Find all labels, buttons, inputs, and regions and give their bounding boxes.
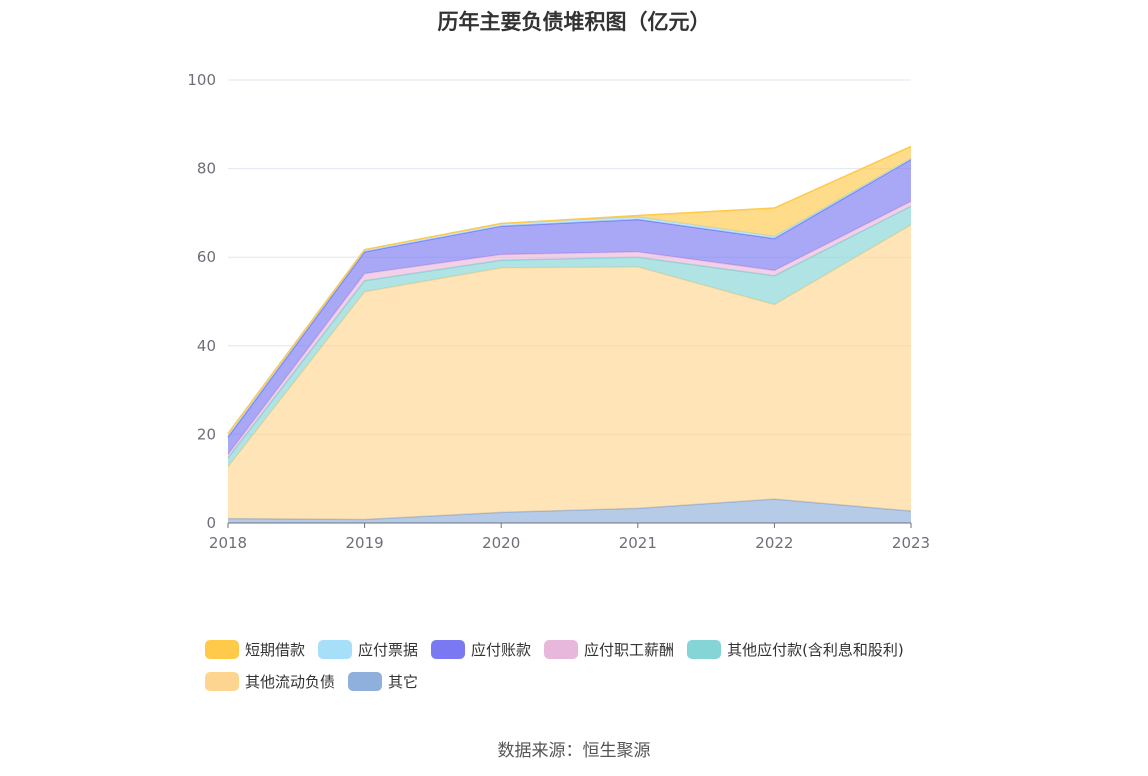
legend-swatch	[544, 639, 579, 659]
legend-swatch	[348, 671, 383, 691]
legend-swatch	[687, 639, 722, 659]
legend-label: 应付票据	[358, 640, 419, 659]
y-tick-label: 40	[197, 337, 216, 355]
legend-swatch	[205, 639, 239, 659]
chart-title: 历年主要负债堆积图（亿元）	[437, 10, 711, 34]
stacked-area-chart: 0 20 40 60 80 100 2018 2019 2020 2021 2022 2023	[187, 71, 930, 552]
x-tick-label: 2018	[209, 534, 247, 552]
area-line-6	[227, 145, 912, 434]
source-note: 数据来源：恒生聚源	[497, 741, 651, 761]
legend-item[interactable]: 短期借款	[205, 638, 305, 660]
x-tick-label: 2020	[482, 534, 520, 552]
x-tick-label: 2021	[619, 534, 657, 552]
legend-swatch	[205, 671, 239, 691]
legend-label: 应付账款	[471, 640, 532, 659]
legend-item[interactable]: 其它	[348, 670, 418, 692]
axis-layer: 0 20 40 60 80 100 2018 2019 2020 2021 2022 2023	[187, 71, 930, 552]
legend-item[interactable]: 应付职工薪酬	[544, 638, 674, 660]
x-tick-label: 2023	[892, 534, 930, 552]
legend-item[interactable]: 应付票据	[318, 638, 418, 660]
y-tick-label: 100	[187, 71, 216, 89]
legend-item[interactable]: 应付账款	[431, 638, 531, 660]
y-tick-label: 80	[197, 160, 216, 178]
area-series-6	[228, 146, 911, 434]
legend-swatch	[431, 639, 466, 659]
area-series-1	[228, 224, 911, 520]
legend-label: 短期借款	[245, 640, 306, 659]
legend-label: 应付职工薪酬	[584, 640, 675, 659]
legend-item[interactable]: 其他流动负债	[205, 670, 335, 692]
area-line-3	[227, 200, 912, 455]
legend-label: 其它	[388, 672, 419, 691]
legend-label: 其他流动负债	[245, 672, 336, 691]
y-tick-label: 0	[206, 514, 216, 532]
legend: 短期借款 应付票据 应付账款 应付职工薪酬 其他应付款(含利息和股利) 其他流动负债 其它	[205, 638, 965, 692]
legend-label: 其他应付款(含利息和股利)	[727, 640, 904, 659]
legend-swatch	[318, 639, 353, 659]
x-tick-label: 2019	[346, 534, 384, 552]
x-tick-label: 2022	[755, 534, 793, 552]
legend-item[interactable]: 其他应付款(含利息和股利)	[687, 638, 904, 660]
area-layer	[227, 145, 912, 523]
y-tick-label: 20	[197, 425, 216, 443]
y-tick-label: 60	[197, 248, 216, 266]
